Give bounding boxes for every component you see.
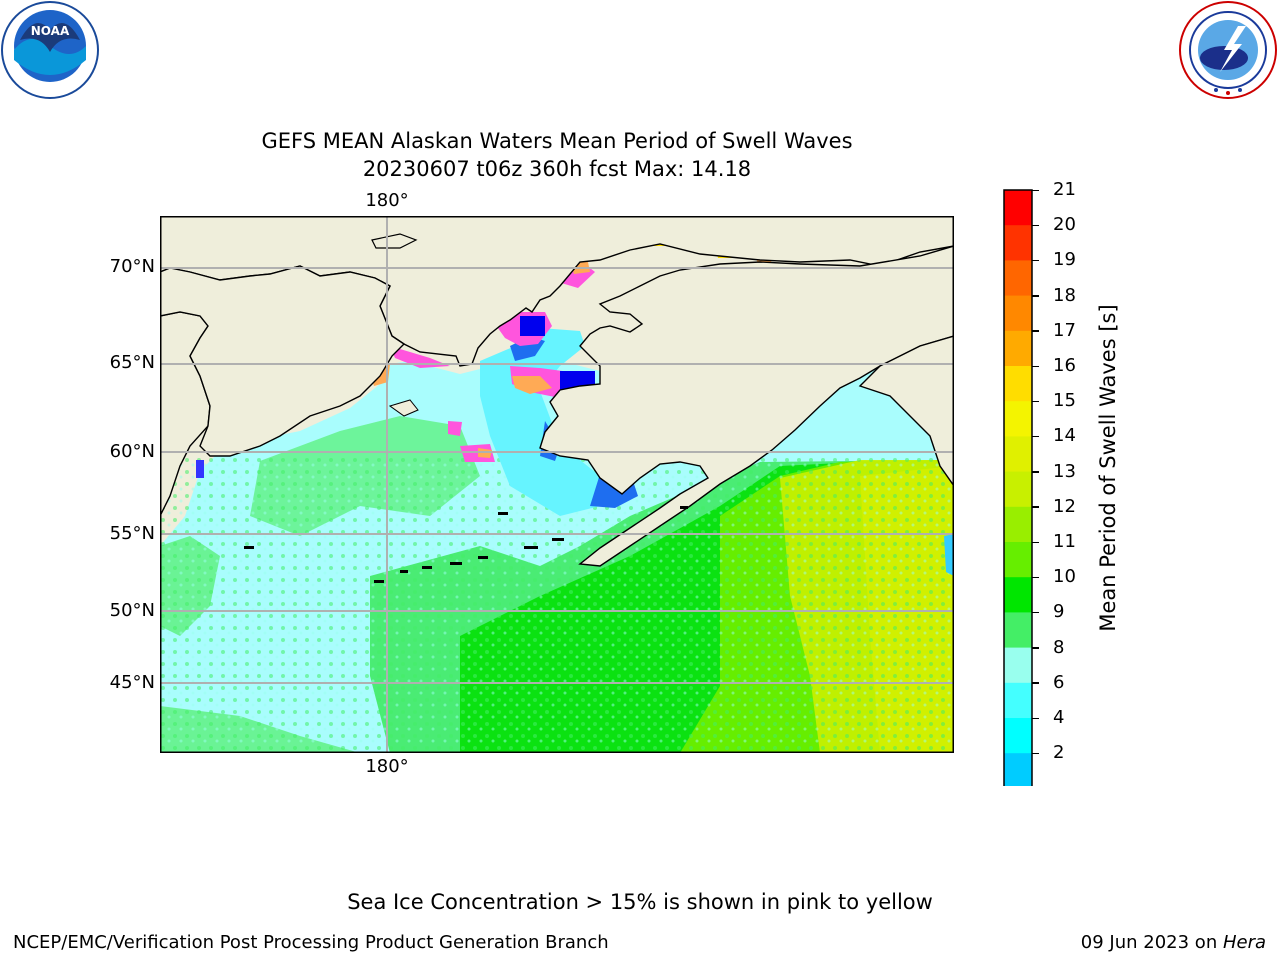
lat-label-70: 70°N <box>109 256 155 277</box>
colorbar-swatch <box>1004 542 1032 578</box>
colorbar-swatch <box>1004 401 1032 437</box>
lat-label-65: 65°N <box>109 352 155 373</box>
colorbar-swatch <box>1004 330 1032 367</box>
colorbar-swatch <box>1004 682 1032 719</box>
colorbar-tick-label: 20 <box>1053 214 1076 236</box>
colorbar-tick-label: 10 <box>1053 566 1076 588</box>
colorbar-tick-mark <box>1032 400 1039 403</box>
colorbar-tick-mark <box>1032 752 1039 755</box>
chart-subtitle: 20230607 t06z 360h fcst Max: 14.18 <box>362 157 752 181</box>
colorbar-swatch <box>1004 295 1032 332</box>
colorbar-tick-label: 12 <box>1053 495 1076 517</box>
colorbar-swatch <box>1004 190 1032 226</box>
footer-date: 09 Jun 2023 on Hera <box>1081 932 1266 953</box>
colorbar-tick-label: 17 <box>1053 319 1076 341</box>
colorbar-tick-mark <box>1032 259 1039 262</box>
colorbar-tick-mark <box>1032 365 1039 367</box>
colorbar-tick-label: 19 <box>1053 249 1076 271</box>
colorbar-swatch <box>1004 366 1032 402</box>
colorbar-tick-mark <box>1032 541 1039 543</box>
colorbar-tick-mark <box>1032 189 1039 191</box>
chukotka-landmass <box>160 265 406 457</box>
colorbar-tick-label: 9 <box>1053 601 1065 623</box>
alaska-landmass <box>539 245 954 567</box>
lon-label-bottom: 180° <box>365 756 409 777</box>
lat-label-60: 60°N <box>109 441 155 462</box>
colorbar-tick-label: 16 <box>1053 355 1076 376</box>
colorbar-tick-label: 6 <box>1053 671 1065 693</box>
aleutian-islands <box>244 506 688 583</box>
colorbar-swatch <box>1004 225 1032 261</box>
colorbar <box>1003 189 1033 786</box>
colorbar-swatch <box>1004 577 1032 613</box>
colorbar-tick-mark <box>1032 506 1039 508</box>
colorbar-tick-label: 2 <box>1053 742 1065 764</box>
map-gridlines <box>160 216 954 753</box>
colorbar-tick-mark <box>1032 717 1039 719</box>
colorbar-tick-mark <box>1032 330 1039 332</box>
colorbar-tick-label: 13 <box>1053 460 1076 482</box>
chart-title: GEFS MEAN Alaskan Waters Mean Period of … <box>261 129 853 153</box>
colorbar-tick-label: 14 <box>1053 425 1076 447</box>
footer-date-text: 09 Jun 2023 on <box>1080 932 1223 953</box>
wrangel-island <box>371 233 418 249</box>
st-lawrence-island <box>388 399 419 417</box>
colorbar-tick-mark <box>1032 435 1039 438</box>
colorbar-tick-mark <box>1032 576 1039 579</box>
colorbar-tick-label: 4 <box>1053 707 1065 728</box>
map-frame <box>160 216 954 753</box>
footer-machine: Hera <box>1222 932 1266 953</box>
colorbar-tick-mark <box>1032 295 1039 297</box>
colorbar-swatch <box>1004 612 1032 649</box>
colorbar-tick-mark <box>1032 611 1039 614</box>
colorbar-tick-mark <box>1032 647 1039 649</box>
noaa-logo-text: NOAA <box>31 24 70 38</box>
colorbar-swatch <box>1004 753 1032 786</box>
colorbar-swatch <box>1004 471 1032 508</box>
lat-label-45: 45°N <box>109 672 155 693</box>
colorbar-label: Mean Period of Swell Waves [s] <box>1096 304 1120 632</box>
sea-ice-note: Sea Ice Concentration > 15% is shown in … <box>347 890 933 914</box>
colorbar-tick-label: 11 <box>1053 531 1076 552</box>
lon-label-top: 180° <box>365 190 409 211</box>
colorbar-swatch <box>1004 260 1032 297</box>
colorbar-tick-label: 18 <box>1053 284 1076 306</box>
colorbar-tick-label: 15 <box>1053 390 1076 412</box>
noaa-logo: NOAA <box>1 1 99 99</box>
colorbar-tick-mark <box>1032 682 1039 684</box>
lat-label-50: 50°N <box>109 600 155 621</box>
colorbar-tick-mark <box>1032 224 1039 227</box>
colorbar-swatch <box>1004 718 1032 754</box>
colorbar-tick-label: 21 <box>1053 179 1076 200</box>
map-panel <box>160 216 954 753</box>
colorbar-tick-label: 8 <box>1053 636 1065 658</box>
panhandle-landmass <box>858 335 954 488</box>
colorbar-swatch <box>1004 647 1032 684</box>
colorbar-tick-mark <box>1032 471 1039 473</box>
footer-branch: NCEP/EMC/Verification Post Processing Pr… <box>13 932 609 953</box>
nws-logo <box>1179 1 1277 99</box>
lat-label-55: 55°N <box>109 523 155 544</box>
colorbar-swatch <box>1004 436 1032 473</box>
colorbar-swatch <box>1004 506 1032 543</box>
